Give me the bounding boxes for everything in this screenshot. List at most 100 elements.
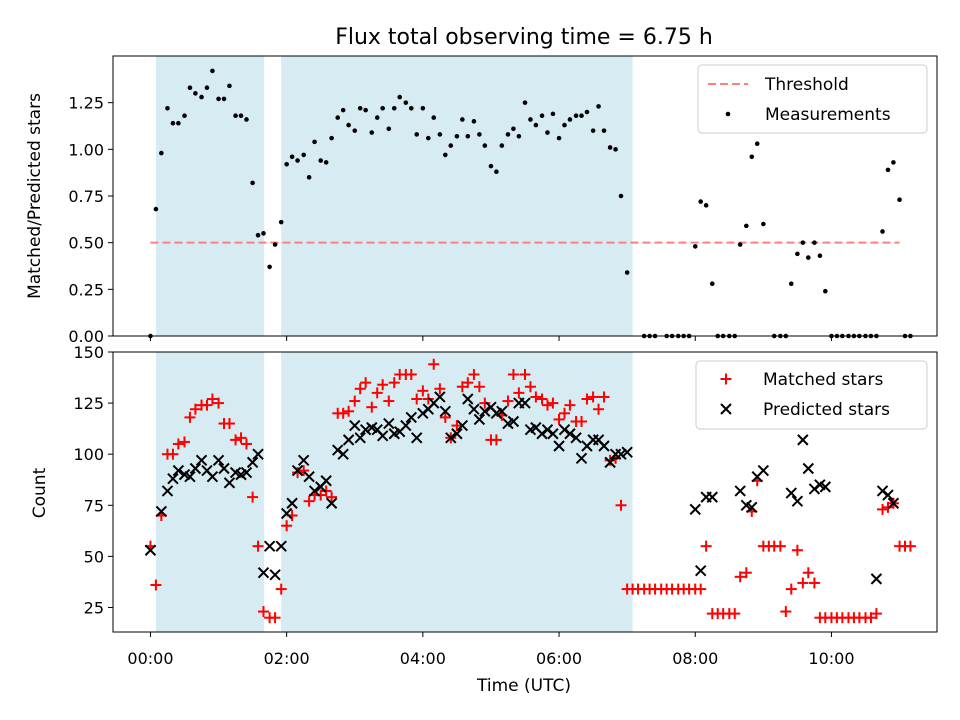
x-marker-stroke: [376, 430, 389, 442]
predicted-star-point: [456, 419, 469, 432]
matched-star-point: [298, 465, 310, 477]
predicted-star-point: [479, 405, 491, 417]
measurement-point: [482, 143, 488, 148]
bottom-shaded-region: [281, 352, 633, 632]
measurement-point: [391, 105, 397, 111]
measurement-point: [357, 105, 363, 111]
legend-predicted-marker: [720, 403, 732, 415]
measurement-point: [800, 240, 806, 245]
top-shaded-regions: [155, 56, 633, 336]
matched-star-point: [904, 540, 916, 552]
measurement-point: [289, 154, 295, 160]
predicted-star-point: [218, 462, 230, 475]
matched-star-point: [230, 434, 242, 446]
x-marker-stroke: [791, 495, 804, 507]
matched-star-point: [530, 391, 542, 403]
measurement-point: [754, 141, 760, 147]
predicted-star-point: [155, 505, 168, 518]
matched-star-point: [700, 540, 712, 552]
predicted-star-point: [400, 419, 412, 432]
predicted-star-point: [434, 391, 446, 403]
x-marker-stroke: [757, 464, 770, 477]
x-marker-stroke: [468, 403, 480, 415]
measurement-point: [403, 100, 409, 105]
matched-star-point: [780, 606, 792, 618]
measurement-point: [221, 96, 227, 102]
measurement-point: [539, 113, 545, 119]
matched-star-point: [326, 491, 338, 503]
x-marker-stroke: [570, 432, 582, 444]
top-legend-box: [697, 64, 928, 134]
matched-star-point: [417, 385, 429, 397]
legend-plus-glyph: [720, 373, 732, 385]
matched-star-point: [797, 577, 809, 589]
matched-star-point: [502, 395, 514, 407]
predicted-star-point: [167, 473, 179, 485]
predicted-star-point: [184, 470, 196, 483]
predicted-star-point: [785, 487, 797, 499]
x-marker-stroke: [882, 489, 894, 501]
x-marker-stroke: [462, 393, 474, 405]
measurement-point: [618, 193, 624, 199]
x-marker-stroke: [144, 544, 157, 556]
measurement-point: [823, 288, 828, 294]
y-tick-label: 25: [84, 598, 104, 617]
measurement-point: [414, 132, 420, 137]
x-marker-stroke: [479, 405, 491, 417]
matched-star-point: [581, 393, 593, 405]
measurement-point: [199, 94, 204, 100]
matched-star-point: [536, 393, 548, 405]
matched-star-point: [366, 401, 378, 413]
matched-star-point: [774, 540, 786, 552]
measurement-point: [329, 135, 334, 141]
measurement-point: [788, 281, 794, 287]
predicted-star-point: [621, 446, 633, 458]
measurement-point: [590, 128, 596, 133]
matched-star-point: [729, 608, 741, 620]
measurement-point: [533, 122, 539, 128]
matched-star-point: [468, 368, 480, 380]
matched-star-point: [213, 397, 225, 409]
x-marker-stroke: [740, 499, 753, 511]
measurement-point: [386, 126, 392, 132]
matched-star-point: [360, 377, 372, 389]
x-tick-label: 00:00: [127, 649, 173, 668]
measurement-point: [318, 158, 324, 163]
matched-star-point: [235, 432, 247, 444]
measurement-point: [488, 163, 494, 169]
measurement-point: [369, 130, 375, 135]
predicted-star-point: [275, 540, 287, 552]
predicted-star-point: [297, 454, 310, 467]
matched-star-point: [507, 368, 519, 380]
measurement-point: [477, 132, 482, 137]
matched-star-point: [576, 415, 588, 427]
legend-matched-marker: [720, 373, 732, 385]
measurement-point: [425, 135, 431, 141]
matched-star-point: [740, 567, 752, 579]
measurement-point: [596, 104, 601, 109]
matched-star-point: [257, 606, 269, 618]
measurement-point: [159, 150, 164, 156]
matched-star-point: [201, 399, 213, 411]
top-shaded-region: [281, 56, 633, 336]
x-marker-stroke: [615, 448, 627, 460]
predicted-star-point: [615, 448, 627, 460]
matched-star-point: [172, 438, 184, 450]
predicted-star-point: [240, 466, 253, 479]
measurement-point: [352, 128, 358, 133]
measurement-point: [601, 128, 607, 133]
x-marker-stroke: [530, 421, 542, 434]
predicted-star-point: [212, 454, 225, 467]
measurement-point: [624, 270, 630, 275]
measurement-point: [437, 132, 443, 137]
measurement-point: [812, 240, 817, 245]
legend-predicted-label: Predicted stars: [763, 400, 890, 420]
measurement-point: [340, 107, 346, 113]
measurement-point: [494, 169, 499, 175]
measurement-point: [448, 143, 454, 148]
x-tick-label: 10:00: [808, 649, 854, 668]
measurement-point: [579, 113, 584, 119]
measurement-point: [795, 251, 800, 257]
x-marker-stroke: [445, 432, 457, 444]
